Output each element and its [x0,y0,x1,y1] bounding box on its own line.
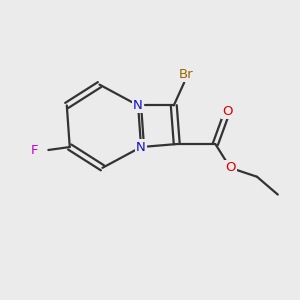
Text: N: N [133,99,143,112]
Text: O: O [225,161,236,174]
Text: O: O [222,105,232,118]
Text: F: F [31,143,38,157]
Text: N: N [136,140,146,154]
Text: Br: Br [178,68,193,81]
